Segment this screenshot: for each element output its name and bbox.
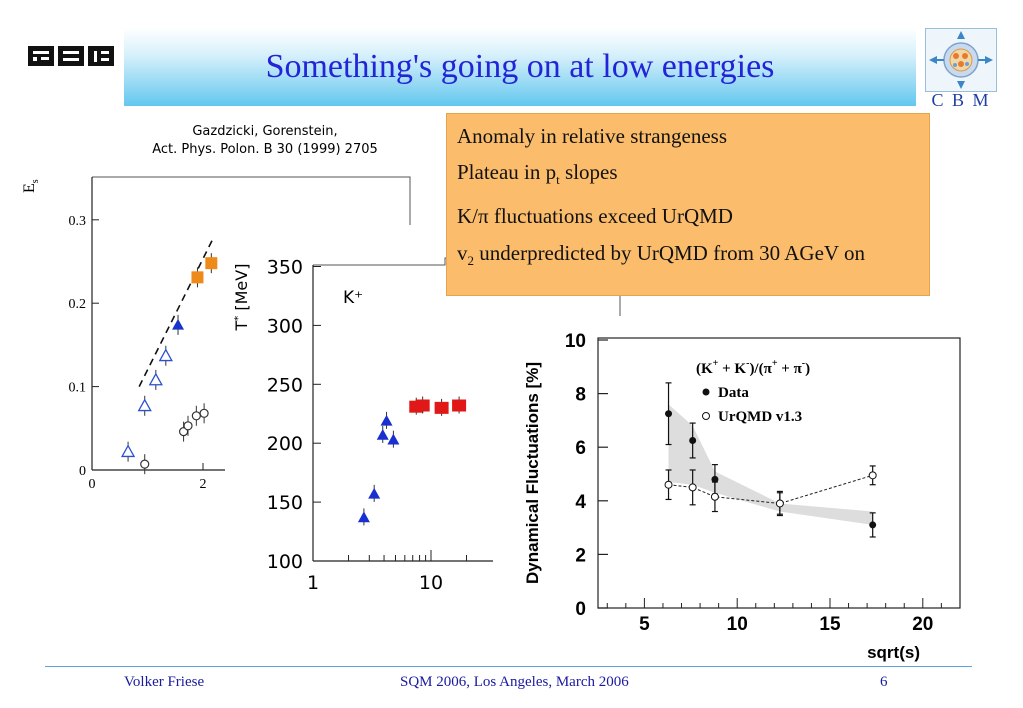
chart2-point (376, 428, 389, 440)
chart2-ytick-label: 300 (267, 315, 303, 337)
footer-divider (45, 666, 972, 667)
chart3-ytick-label: 8 (575, 385, 586, 406)
chart3-data-point (869, 521, 877, 529)
reference-journal: Act. Phys. Polon. B 30 (1999) 2705 (152, 142, 378, 157)
bullet-pt-slopes: Plateau in pt slopes (457, 160, 618, 188)
chart3-xtick-label: 20 (912, 614, 933, 635)
chart3-ylabel: Dynamical Fluctuations [%] (523, 362, 542, 584)
chart1-point (191, 271, 204, 284)
legend-data-marker (702, 388, 710, 396)
chart1-ytick-label: 0.1 (69, 381, 87, 396)
bullet-fluctuations: K/π fluctuations exceed UrQMD (457, 204, 733, 229)
connector-line (619, 296, 621, 316)
chart1-xtick-label: 0 (89, 477, 96, 492)
cbm-logo (925, 28, 997, 92)
chart3-xtick-label: 10 (727, 614, 748, 635)
bullet-v2: v2 underpredicted by UrQMD from 30 AGeV … (457, 241, 865, 269)
chart3-data-point (711, 475, 719, 483)
chart1-point (137, 398, 152, 412)
chart2-xtick-label: 10 (419, 572, 443, 594)
chart3-xtick-label: 15 (819, 614, 841, 635)
chart2-ytick-label: 350 (267, 257, 303, 279)
chart2-frame (313, 257, 500, 266)
chart3-ytick-label: 6 (575, 438, 586, 459)
gsi-logo (28, 42, 114, 75)
urqmd-line (668, 474, 873, 504)
chart1-point (172, 318, 185, 330)
chart3-ytick-label: 0 (575, 599, 586, 620)
title-banner (124, 28, 916, 106)
chart2-point (368, 487, 381, 499)
chart1-point (205, 257, 218, 270)
chart1-ytick-label: 0.3 (69, 214, 87, 229)
chart-strangeness: Es 0 0.1 0.2 0.3 0 2 (21, 176, 411, 492)
chart1-ylabel: Es (21, 179, 41, 193)
chart1-dashed-line (138, 236, 215, 387)
chart2-point (452, 399, 467, 412)
uncertainty-band (668, 404, 873, 525)
cbm-label: C B M (931, 90, 991, 110)
chart3-data-point (689, 437, 697, 444)
chart3-urqmd-point (710, 492, 719, 501)
legend-urqmd-marker (702, 412, 710, 420)
chart2-xtick-label: 1 (307, 572, 319, 594)
chart3-data-point (665, 410, 673, 418)
chart3-xlabel: sqrt(s) (867, 643, 920, 662)
chart3-ytick-label: 4 (575, 492, 586, 513)
chart2-point (434, 401, 449, 414)
chart2-point (415, 399, 430, 412)
chart2-point (380, 414, 393, 426)
chart2-ytick-label: 150 (267, 492, 303, 514)
chart2-ytick-label: 100 (267, 551, 303, 573)
chart1-frame (92, 176, 411, 225)
slide-title: Something's going on at low energies (265, 48, 775, 85)
chart1-point (120, 444, 136, 458)
chart1-point (158, 348, 173, 362)
legend-urqmd-label: UrQMD v1.3 (718, 409, 802, 425)
chart1-point (191, 411, 201, 421)
chart2-ytick-label: 250 (267, 374, 303, 396)
reference-citation: Gazdzicki, Gorenstein, Act. Phys. Polon.… (130, 123, 400, 159)
reference-authors: Gazdzicki, Gorenstein, (192, 124, 338, 139)
chart1-xtick-label: 2 (200, 477, 207, 492)
footer-page-number: 6 (880, 674, 888, 690)
chart3-plot-frame (597, 337, 961, 609)
legend-data-label: Data (718, 385, 749, 401)
chart2-ytick-label: 200 (267, 433, 303, 455)
footer-author: Volker Friese (124, 674, 205, 690)
chart2-annotation: K⁺ (343, 288, 363, 308)
chart3-urqmd-point (664, 480, 673, 489)
chart2-point (387, 433, 400, 445)
chart1-ytick-label: 0 (79, 464, 86, 479)
chart3-urqmd-point (775, 499, 784, 508)
chart3-urqmd-point (688, 483, 697, 492)
chart3-ytick-label: 10 (565, 331, 586, 352)
highlights-box: Anomaly in relative strangeness Plateau … (446, 113, 930, 296)
chart3-legend-title: (K+ + K-)/(π+ + π-) (696, 358, 810, 377)
chart2-point (357, 511, 370, 523)
chart-dynamical-fluctuations: Dynamical Fluctuations [%] sqrt(s) 0 2 4 6 8… (508, 318, 968, 668)
chart1-point (148, 372, 163, 386)
chart3-xtick-label: 5 (639, 614, 650, 635)
chart3-urqmd-point (868, 471, 877, 480)
chart1-point (140, 459, 150, 469)
chart-slope-parameter: T* [MeV] K⁺ 100 150 200 250 300 350 1 10 (225, 255, 500, 605)
chart1-ytick-label: 0.2 (69, 297, 87, 312)
chart1-point (199, 408, 209, 418)
chart2-ylabel: T* [MeV] (232, 264, 251, 332)
footer-event: SQM 2006, Los Angeles, March 2006 (400, 674, 629, 690)
bullet-strangeness: Anomaly in relative strangeness (457, 124, 728, 148)
chart1-point (183, 421, 193, 431)
chart3-ytick-label: 2 (575, 545, 586, 566)
